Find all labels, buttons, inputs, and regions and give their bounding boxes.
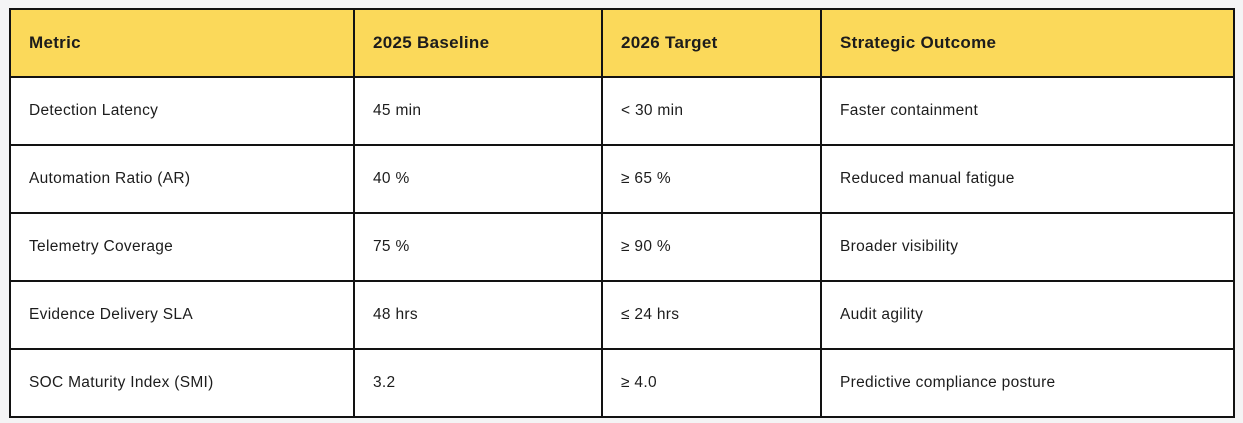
cell-target: ≥ 90 % — [601, 212, 822, 282]
cell-baseline: 75 % — [353, 212, 603, 282]
column-header-metric: Metric — [9, 8, 355, 78]
column-header-outcome: Strategic Outcome — [820, 8, 1235, 78]
header-row: Metric 2025 Baseline 2026 Target Strateg… — [9, 8, 1235, 78]
table-row: Detection Latency 45 min < 30 min Faster… — [9, 76, 1235, 146]
table-body: Detection Latency 45 min < 30 min Faster… — [9, 76, 1235, 418]
table-row: Evidence Delivery SLA 48 hrs ≤ 24 hrs Au… — [9, 280, 1235, 350]
cell-metric: Evidence Delivery SLA — [9, 280, 355, 350]
cell-outcome: Faster containment — [820, 76, 1235, 146]
cell-baseline: 40 % — [353, 144, 603, 214]
cell-metric: Automation Ratio (AR) — [9, 144, 355, 214]
cell-target: < 30 min — [601, 76, 822, 146]
cell-baseline: 3.2 — [353, 348, 603, 418]
cell-outcome: Audit agility — [820, 280, 1235, 350]
cell-outcome: Reduced manual fatigue — [820, 144, 1235, 214]
cell-target: ≤ 24 hrs — [601, 280, 822, 350]
cell-outcome: Broader visibility — [820, 212, 1235, 282]
cell-baseline: 48 hrs — [353, 280, 603, 350]
cell-target: ≥ 65 % — [601, 144, 822, 214]
column-header-target: 2026 Target — [601, 8, 822, 78]
table-row: Automation Ratio (AR) 40 % ≥ 65 % Reduce… — [9, 144, 1235, 214]
metrics-table: Metric 2025 Baseline 2026 Target Strateg… — [9, 8, 1235, 418]
cell-metric: Telemetry Coverage — [9, 212, 355, 282]
cell-baseline: 45 min — [353, 76, 603, 146]
cell-outcome: Predictive compliance posture — [820, 348, 1235, 418]
table-row: Telemetry Coverage 75 % ≥ 90 % Broader v… — [9, 212, 1235, 282]
cell-metric: Detection Latency — [9, 76, 355, 146]
cell-target: ≥ 4.0 — [601, 348, 822, 418]
cell-metric: SOC Maturity Index (SMI) — [9, 348, 355, 418]
column-header-baseline: 2025 Baseline — [353, 8, 603, 78]
table-row: SOC Maturity Index (SMI) 3.2 ≥ 4.0 Predi… — [9, 348, 1235, 418]
table-header: Metric 2025 Baseline 2026 Target Strateg… — [9, 8, 1235, 78]
